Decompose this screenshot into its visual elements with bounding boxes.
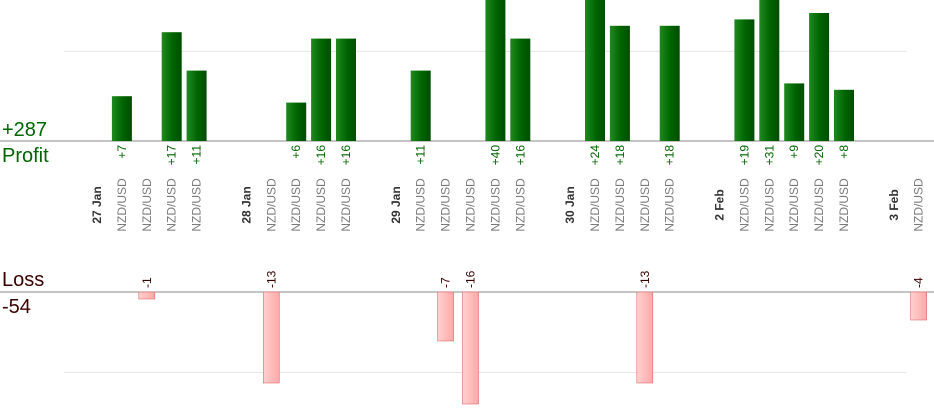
profit-value-label: +31 — [762, 145, 776, 166]
profit-bar — [161, 32, 182, 142]
symbol-label: NZD/USD — [439, 178, 453, 232]
date-label: 28 Jan — [239, 186, 253, 223]
symbol-label: NZD/USD — [140, 178, 154, 232]
profit-value-label: +18 — [663, 145, 677, 166]
loss-value-label: -4 — [912, 277, 926, 288]
symbol-label: NZD/USD — [339, 178, 353, 232]
symbol-label: NZD/USD — [289, 178, 303, 232]
profit-value-label: +18 — [613, 145, 627, 166]
date-label: 27 Jan — [90, 186, 104, 223]
symbol-label: NZD/USD — [638, 178, 652, 232]
symbol-label: NZD/USD — [115, 178, 129, 232]
symbol-label: NZD/USD — [165, 178, 179, 232]
symbol-label: NZD/USD — [912, 178, 926, 232]
symbol-label: NZD/USD — [588, 178, 602, 232]
profit-value-label: +16 — [339, 145, 353, 166]
profit-bar — [410, 70, 431, 141]
profit-value-label: +11 — [190, 145, 204, 165]
profit-value-label: +16 — [513, 145, 527, 166]
date-label: 29 Jan — [389, 186, 403, 223]
symbol-label: NZD/USD — [314, 178, 328, 232]
symbol-label: NZD/USD — [787, 178, 801, 232]
profit-value-label: +16 — [314, 145, 328, 166]
profit-bar — [336, 38, 356, 141]
loss-total: -54 — [2, 296, 31, 318]
loss-bar — [462, 291, 479, 405]
profit-total: +287 — [2, 119, 48, 141]
profit-bar — [784, 83, 805, 141]
date-label: 30 Jan — [563, 186, 577, 223]
symbol-label: NZD/USD — [613, 178, 627, 232]
symbol-label: NZD/USD — [414, 178, 428, 232]
symbol-label: NZD/USD — [762, 178, 776, 232]
date-label: 2 Feb — [713, 189, 727, 220]
loss-bar — [636, 291, 654, 384]
profit-bar — [834, 89, 854, 141]
loss-bar — [437, 291, 454, 342]
profit-label: Profit — [2, 145, 49, 167]
profit-bar — [585, 0, 605, 141]
profit-bar — [734, 19, 755, 141]
profit-value-label: +19 — [737, 145, 751, 166]
symbol-label: NZD/USD — [190, 178, 204, 232]
profit-value-label: +7 — [115, 145, 129, 159]
profit-bar — [659, 25, 680, 141]
symbol-label: NZD/USD — [464, 178, 478, 232]
symbol-label: NZD/USD — [837, 178, 851, 232]
loss-value-label: -1 — [140, 277, 154, 288]
loss-bar — [262, 291, 280, 384]
profit-value-label: +24 — [588, 145, 602, 166]
profit-value-label: +6 — [289, 145, 303, 159]
profit-value-label: +40 — [488, 145, 502, 166]
profit-bar — [609, 25, 630, 141]
symbol-label: NZD/USD — [488, 178, 502, 232]
loss-bar — [910, 291, 928, 321]
date-label: 3 Feb — [887, 189, 901, 220]
profit-value-label: +20 — [812, 145, 826, 166]
profit-bar — [759, 0, 780, 141]
profit-bar — [485, 0, 506, 141]
profit-bar — [809, 13, 830, 141]
profit-bar — [286, 102, 307, 141]
loss-value-label: -7 — [439, 277, 453, 288]
symbol-label: NZD/USD — [264, 178, 278, 232]
loss-value-label: -13 — [264, 270, 278, 288]
profit-bar — [186, 70, 207, 141]
profit-value-label: +11 — [414, 145, 428, 165]
profit-value-label: +17 — [165, 145, 179, 166]
loss-value-label: -13 — [638, 270, 652, 288]
profit-value-label: +8 — [837, 145, 851, 159]
loss-value-label: -16 — [464, 270, 478, 288]
loss-bar — [138, 291, 156, 300]
loss-label: Loss — [2, 269, 45, 291]
profit-bar — [510, 38, 531, 141]
profit-value-label: +9 — [787, 145, 801, 159]
symbol-label: NZD/USD — [737, 178, 751, 232]
symbol-label: NZD/USD — [812, 178, 826, 232]
symbol-label: NZD/USD — [513, 178, 527, 232]
profit-bar — [311, 38, 332, 141]
symbol-label: NZD/USD — [663, 178, 677, 232]
profit-bar — [111, 96, 132, 141]
